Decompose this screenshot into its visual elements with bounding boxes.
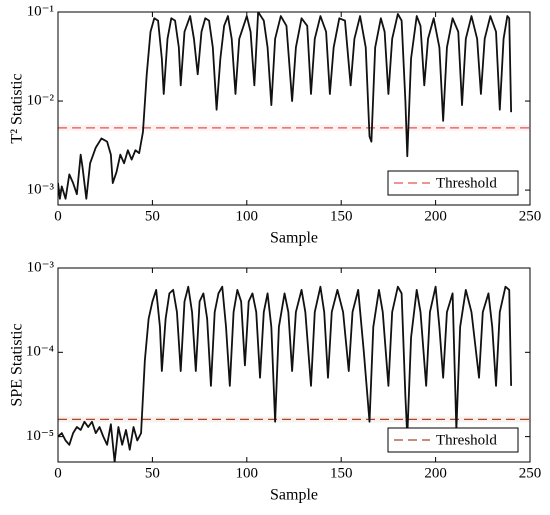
x-tick-label: 200 <box>424 208 447 224</box>
plot-frame <box>57 267 531 463</box>
y-axis-label: T² Statistic <box>9 73 26 143</box>
x-tick-label: 200 <box>424 465 447 481</box>
data-line <box>58 285 513 462</box>
x-tick-label: 250 <box>519 208 542 224</box>
x-tick-label: 100 <box>236 465 259 481</box>
x-tick-label: 0 <box>54 465 62 481</box>
legend-label: Threshold <box>436 432 497 448</box>
x-tick-label: 100 <box>236 208 259 224</box>
x-tick-label: 150 <box>330 208 353 224</box>
threshold-band <box>58 124 530 131</box>
data-line <box>58 12 513 200</box>
x-axis-label: Sample <box>270 487 318 504</box>
x-axis-label: Sample <box>270 230 318 247</box>
plot-frame <box>57 11 531 206</box>
y-tick-label: 10⁻³ <box>27 259 55 275</box>
y-tick-label: 10⁻² <box>27 92 55 108</box>
y-axis-label: SPE Statistic <box>9 323 26 406</box>
x-tick-label: 50 <box>145 465 160 481</box>
threshold-band <box>58 416 530 423</box>
x-tick-label: 50 <box>145 208 160 224</box>
legend-label: Threshold <box>436 175 497 191</box>
x-tick-label: 250 <box>519 465 542 481</box>
y-tick-label: 10⁻¹ <box>27 3 54 19</box>
y-tick-label: 10⁻³ <box>27 182 55 198</box>
y-tick-label: 10⁻⁵ <box>26 428 54 444</box>
x-tick-label: 0 <box>54 208 62 224</box>
x-tick-label: 150 <box>330 465 353 481</box>
y-tick-label: 10⁻⁴ <box>26 344 54 360</box>
